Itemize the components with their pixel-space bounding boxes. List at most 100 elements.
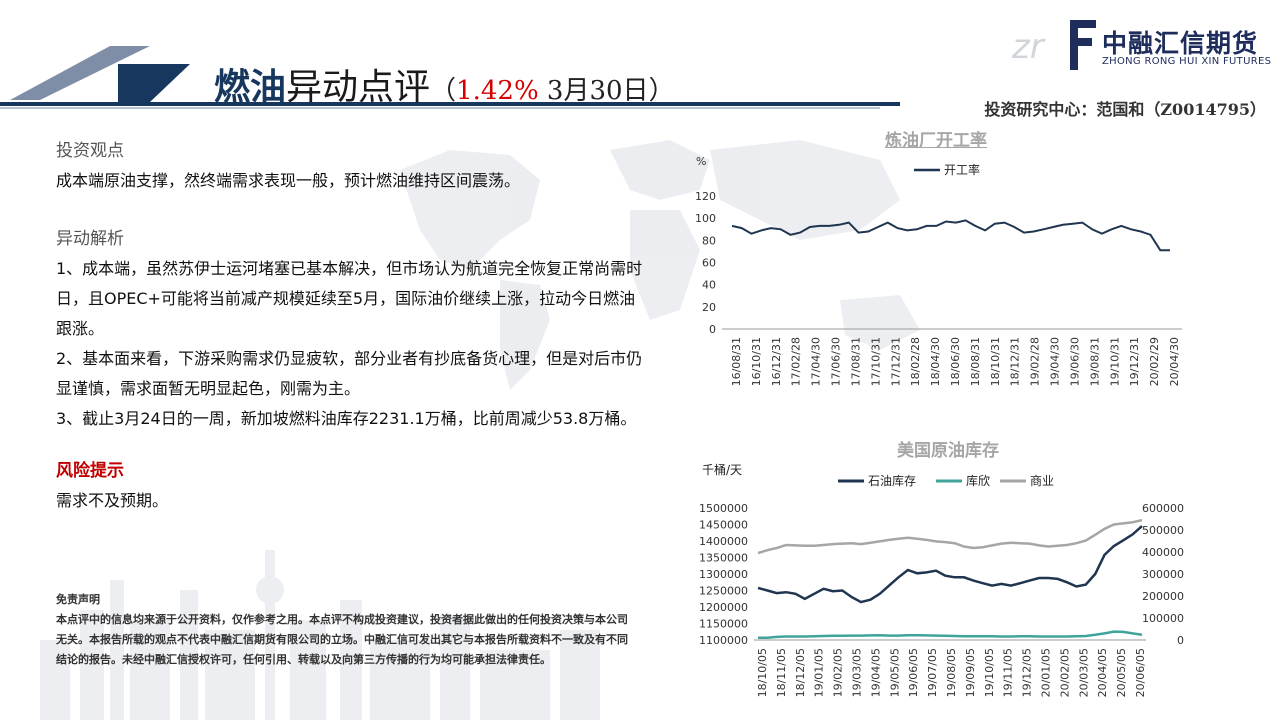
chart2-y-right-tick: 300000 — [1142, 568, 1184, 581]
analysis-item: 1、成本端，虽然苏伊士运河堵塞已基本解决，但市场认为航道完全恢复正常尚需时日，且… — [56, 259, 643, 338]
disclaimer-text: 本点评中的信息均来源于公开资料，仅作参考之用。本点评不构成投资建议，投资者据此做… — [56, 613, 628, 666]
chart1-y-tick: 20 — [702, 301, 716, 314]
chart2-x-tick: 18/11/05 — [775, 648, 788, 697]
chart2-y-right-tick: 500000 — [1142, 524, 1184, 537]
chart2-x-tick: 19/05/05 — [888, 648, 901, 697]
chart2-y-right-tick: 400000 — [1142, 546, 1184, 559]
chart2-y-left-tick: 1500000 — [699, 502, 748, 515]
chart1-x-tick: 16/08/31 — [730, 337, 743, 386]
chart1-title: 炼油厂开工率 — [885, 131, 987, 151]
chart2-y-left-tick: 1100000 — [699, 634, 748, 647]
page-title: 燃油异动点评（1.42% 3月30日） — [214, 58, 675, 110]
svg-text:zr: zr — [1011, 27, 1046, 67]
chart2-series-line — [757, 518, 1143, 555]
company-logo: zr 中融汇信期货 ZHONG RONG HUI XIN FUTURES — [1010, 12, 1271, 76]
chart2-y-left-tick: 1450000 — [699, 519, 748, 532]
chart2-y-left-tick: 1250000 — [699, 585, 748, 598]
view-heading: 投资观点 — [56, 141, 124, 161]
chart2-x-tick: 19/11/05 — [1002, 648, 1015, 697]
header-triangle-decoration — [10, 46, 190, 102]
chart1-x-tick: 18/02/28 — [909, 337, 922, 386]
chart2-y-unit: 千桶/天 — [702, 462, 742, 477]
chart2-x-tick: 19/08/05 — [945, 648, 958, 697]
chart2-title: 美国原油库存 — [897, 441, 999, 461]
chart2-x-tick: 19/09/05 — [964, 648, 977, 697]
chart1-x-tick: 20/02/29 — [1148, 337, 1161, 386]
chart1-y-tick: 100 — [695, 212, 716, 225]
chart1-x-tick: 19/02/28 — [1029, 337, 1042, 386]
analysis-item: 3、截止3月24日的一周，新加坡燃料油库存2231.1万桶，比前周减少53.8万… — [56, 409, 637, 428]
chart2-y-left-tick: 1200000 — [699, 601, 748, 614]
chart1-x-tick: 16/12/31 — [770, 337, 783, 386]
chart2-legend-label: 石油库存 — [868, 473, 916, 488]
risk-text: 需求不及预期。 — [56, 491, 169, 510]
chart2-x-tick: 19/12/05 — [1021, 648, 1034, 697]
chart1-x-tick: 19/06/30 — [1068, 337, 1081, 386]
chart1-x-tick: 17/10/31 — [869, 337, 882, 386]
chart2-x-tick: 19/03/05 — [851, 648, 864, 697]
header-underline-bar — [0, 102, 900, 109]
chart2-x-tick: 20/04/05 — [1096, 648, 1109, 697]
chart1-x-tick: 20/04/30 — [1168, 337, 1181, 386]
chart1-x-tick: 17/06/30 — [830, 337, 843, 386]
chart2-x-tick: 18/10/05 — [756, 648, 769, 697]
refinery-utilization-chart: % 开工率 0 20 40 60 80 100 120 16/08/31 16/10/31 16/12… — [695, 155, 1182, 386]
chart2-y-right-tick: 200000 — [1142, 590, 1184, 603]
analysis-heading: 异动解析 — [56, 229, 124, 249]
chart1-x-tick: 17/12/31 — [889, 337, 902, 386]
chart1-y-tick: 80 — [702, 234, 716, 247]
title-change-pct: 1.42% — [456, 76, 539, 106]
chart1-x-tick: 17/08/31 — [849, 337, 862, 386]
chart1-y-tick: 0 — [709, 323, 716, 336]
chart2-y-right-tick: 0 — [1177, 634, 1184, 647]
chart2-y-left-tick: 1400000 — [699, 535, 748, 548]
chart2-legend-label: 商业 — [1030, 473, 1054, 488]
chart2-y-left-tick: 1300000 — [699, 568, 748, 581]
chart2-y-left-tick: 1350000 — [699, 552, 748, 565]
chart1-x-tick: 19/04/30 — [1049, 337, 1062, 386]
chart2-x-tick: 20/03/05 — [1077, 648, 1090, 697]
chart1-legend-label: 开工率 — [944, 162, 980, 177]
chart1-y-tick: 120 — [695, 190, 716, 203]
chart2-legend-label: 库欣 — [966, 473, 990, 488]
logo-chinese-name: 中融汇信期货 — [1102, 29, 1259, 58]
chart1-x-tick: 18/12/31 — [1009, 337, 1022, 386]
analysis-item: 2、基本面来看，下游采购需求仍显疲软，部分业者有抄底备货心理，但是对后市仍显谨慎… — [56, 349, 643, 398]
title-paren-close: ） — [648, 76, 675, 106]
title-paren-open: （ — [430, 76, 457, 106]
chart2-x-tick: 19/06/05 — [907, 648, 920, 697]
commentary-body: 投资观点 成本端原油支撑，然终端需求表现一般，预计燃油维持区间震荡。 异动解析 … — [56, 136, 646, 516]
chart1-x-tick: 17/04/30 — [810, 337, 823, 386]
chart2-y-right-tick: 100000 — [1142, 612, 1184, 625]
chart1-series-line — [731, 219, 1170, 252]
chart1-x-tick: 17/02/28 — [790, 337, 803, 386]
chart1-x-tick: 19/08/31 — [1088, 337, 1101, 386]
chart1-x-tick: 18/10/31 — [989, 337, 1002, 386]
view-text: 成本端原油支撑，然终端需求表现一般，预计燃油维持区间震荡。 — [56, 171, 521, 190]
chart1-y-tick: 60 — [702, 257, 716, 270]
title-rest: 异动点评 — [286, 67, 431, 108]
chart2-series-line — [757, 525, 1143, 604]
world-map-watermark — [400, 140, 920, 390]
chart2-y-left-tick: 1150000 — [699, 618, 748, 631]
chart2-x-tick: 20/05/05 — [1115, 648, 1128, 697]
risk-heading: 风险提示 — [56, 461, 124, 481]
city-skyline-watermark — [40, 550, 600, 720]
chart2-x-tick: 19/02/05 — [832, 648, 845, 697]
chart1-x-tick: 16/10/31 — [750, 337, 763, 386]
title-product: 燃油 — [214, 66, 287, 108]
author-line: 投资研究中心：范国和（Z0014795） — [984, 100, 1266, 119]
chart2-y-right-tick: 600000 — [1142, 502, 1184, 515]
chart2-x-tick: 19/01/05 — [813, 648, 826, 697]
chart2-x-tick: 18/12/05 — [794, 648, 807, 697]
disclaimer-heading: 免责声明 — [56, 593, 100, 606]
chart1-x-tick: 19/10/31 — [1108, 337, 1121, 386]
title-date: 3月30日 — [538, 76, 649, 106]
chart2-x-tick: 19/07/05 — [926, 648, 939, 697]
chart1-x-tick: 19/12/31 — [1128, 337, 1141, 386]
chart1-x-tick: 18/08/31 — [969, 337, 982, 386]
chart2-x-tick: 20/01/05 — [1040, 648, 1053, 697]
chart2-x-tick: 19/04/05 — [869, 648, 882, 697]
chart2-x-tick: 20/06/05 — [1134, 648, 1147, 697]
zrf-logo-icon: zr — [1011, 20, 1096, 70]
